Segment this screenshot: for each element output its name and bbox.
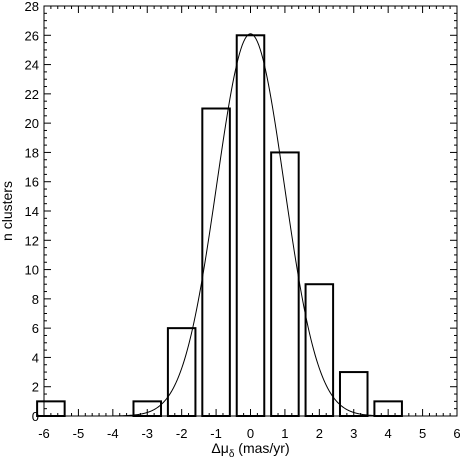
y-tick-label: 16 xyxy=(25,175,39,190)
y-tick-label: 22 xyxy=(25,87,39,102)
x-axis-title-unit: (mas/yr) xyxy=(234,440,289,456)
bar-4 xyxy=(235,34,266,418)
x-tick-label: 4 xyxy=(385,426,392,441)
bars-group xyxy=(36,34,403,418)
bar-2 xyxy=(166,327,197,417)
x-axis-title-subscript: δ xyxy=(229,449,235,458)
x-tick-labels: -6 -5 -4 -3 -2 -1 0 1 2 3 4 5 6 xyxy=(38,426,460,441)
x-tick-label: -3 xyxy=(141,426,153,441)
y-tick-label: 20 xyxy=(25,116,39,131)
bar-6 xyxy=(304,283,335,418)
y-tick-label: 14 xyxy=(25,204,39,219)
x-axis-title: Δμδ (mas/yr) xyxy=(211,440,289,458)
x-tick-label: -5 xyxy=(73,426,85,441)
y-tick-label: 8 xyxy=(32,292,39,307)
y-tick-label: 2 xyxy=(32,380,39,395)
y-tick-label: 0 xyxy=(32,409,39,424)
y-axis-title: n clusters xyxy=(0,181,15,241)
x-axis-title-main: Δμ xyxy=(211,440,228,456)
bar-3 xyxy=(201,107,231,417)
x-tick-label: -6 xyxy=(38,426,50,441)
y-tick-label: 6 xyxy=(32,321,39,336)
y-tick-label: 26 xyxy=(25,28,39,43)
y-tick-label: 28 xyxy=(25,0,39,14)
x-tick-label: -2 xyxy=(176,426,188,441)
x-tick-label: 3 xyxy=(350,426,357,441)
x-tick-label: 5 xyxy=(419,426,426,441)
x-tick-label: -4 xyxy=(107,426,119,441)
x-tick-label: -1 xyxy=(210,426,222,441)
y-tick-label: 24 xyxy=(25,58,39,73)
y-tick-label: 4 xyxy=(32,350,39,365)
x-tick-label: 0 xyxy=(247,426,254,441)
ticks-group xyxy=(43,5,458,417)
gaussian-fit-curve xyxy=(112,33,389,417)
y-tick-label: 18 xyxy=(25,145,39,160)
x-tick-label: 1 xyxy=(281,426,288,441)
x-tick-label: 2 xyxy=(316,426,323,441)
x-tick-label: 6 xyxy=(453,426,460,441)
y-tick-label: 10 xyxy=(25,263,39,278)
y-tick-label: 12 xyxy=(25,233,39,248)
